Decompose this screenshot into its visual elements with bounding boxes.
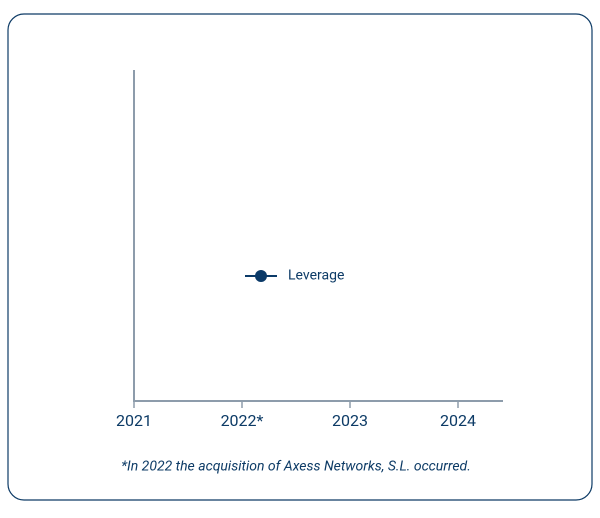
x-tick-label: 2021 xyxy=(116,411,152,430)
card xyxy=(7,13,593,501)
legend-label: Leverage xyxy=(288,268,344,284)
legend-marker xyxy=(255,270,267,282)
x-tick-label: 2023 xyxy=(332,411,368,430)
x-tick-label: 2024 xyxy=(440,411,476,430)
footnote: *In 2022 the acquisition of Axess Networ… xyxy=(121,459,471,475)
x-tick-label: 2022* xyxy=(221,411,264,430)
